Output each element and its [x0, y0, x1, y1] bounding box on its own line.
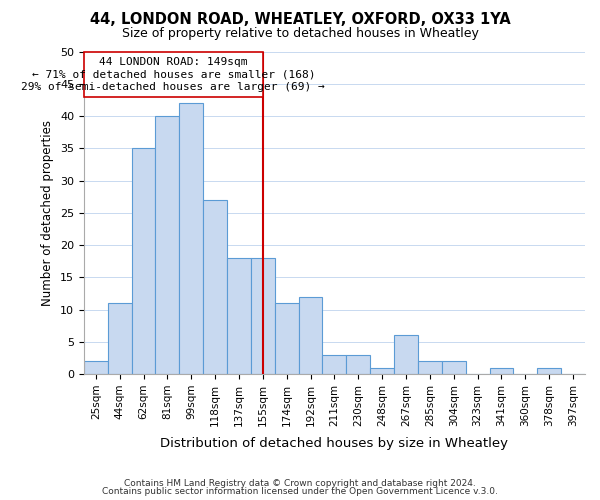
Text: 29% of semi-detached houses are larger (69) →: 29% of semi-detached houses are larger (… [22, 82, 325, 92]
Bar [322, 354, 346, 374]
Bar [84, 361, 108, 374]
Text: 44 LONDON ROAD: 149sqm: 44 LONDON ROAD: 149sqm [99, 56, 248, 66]
Y-axis label: Number of detached properties: Number of detached properties [41, 120, 55, 306]
Text: ← 71% of detached houses are smaller (168): ← 71% of detached houses are smaller (16… [32, 70, 315, 80]
Bar [275, 303, 299, 374]
Bar [537, 368, 561, 374]
Text: 44, LONDON ROAD, WHEATLEY, OXFORD, OX33 1YA: 44, LONDON ROAD, WHEATLEY, OXFORD, OX33 … [89, 12, 511, 28]
Bar [227, 258, 251, 374]
X-axis label: Distribution of detached houses by size in Wheatley: Distribution of detached houses by size … [160, 437, 508, 450]
Bar [442, 361, 466, 374]
Bar [203, 200, 227, 374]
Text: Size of property relative to detached houses in Wheatley: Size of property relative to detached ho… [122, 28, 478, 40]
Bar [251, 258, 275, 374]
Bar [370, 368, 394, 374]
Text: Contains public sector information licensed under the Open Government Licence v.: Contains public sector information licen… [102, 487, 498, 496]
Bar [155, 116, 179, 374]
Text: Contains HM Land Registry data © Crown copyright and database right 2024.: Contains HM Land Registry data © Crown c… [124, 478, 476, 488]
Bar [299, 296, 322, 374]
Bar [108, 303, 131, 374]
Bar [418, 361, 442, 374]
Bar [131, 148, 155, 374]
Bar [179, 103, 203, 374]
Bar [490, 368, 514, 374]
FancyBboxPatch shape [84, 52, 263, 96]
Bar [346, 354, 370, 374]
Bar [394, 336, 418, 374]
